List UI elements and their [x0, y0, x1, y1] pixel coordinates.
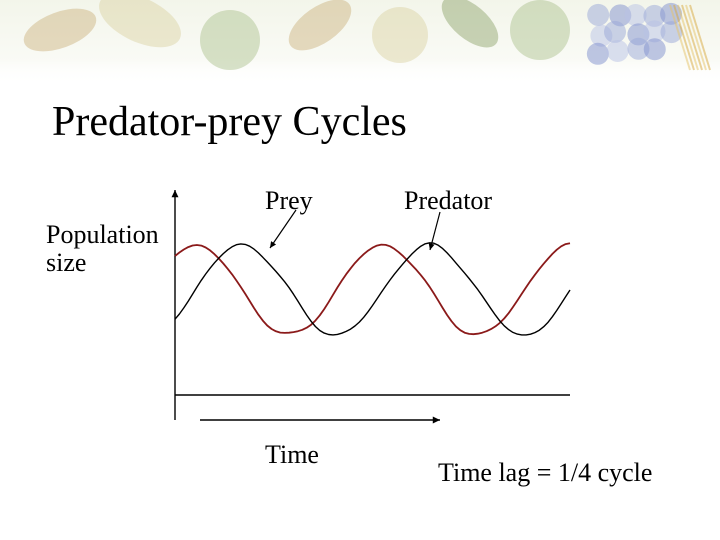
predator-prey-chart: [0, 0, 720, 540]
